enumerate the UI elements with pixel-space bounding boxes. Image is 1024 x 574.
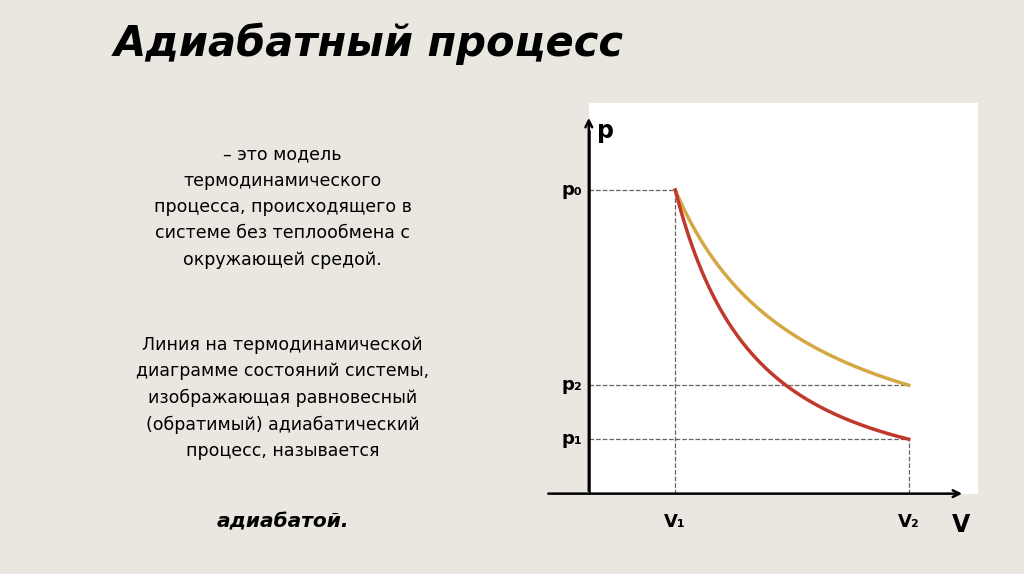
Text: p: p (597, 119, 614, 143)
Text: адиабатой.: адиабатой. (216, 512, 349, 531)
Text: p₀: p₀ (561, 181, 582, 199)
Text: p₁: p₁ (561, 430, 582, 448)
Text: Линия на термодинамической
диаграмме состояний системы,
изображающая равновесный: Линия на термодинамической диаграмме сос… (136, 336, 429, 460)
Text: p₂: p₂ (561, 376, 582, 394)
Text: V₁: V₁ (665, 513, 686, 531)
Text: V₂: V₂ (898, 513, 920, 531)
Text: V: V (951, 513, 970, 537)
Text: Адиабатный процесс: Адиабатный процесс (114, 23, 624, 65)
Text: – это модель
термодинамического
процесса, происходящего в
системе без теплообмен: – это модель термодинамического процесса… (154, 145, 412, 269)
